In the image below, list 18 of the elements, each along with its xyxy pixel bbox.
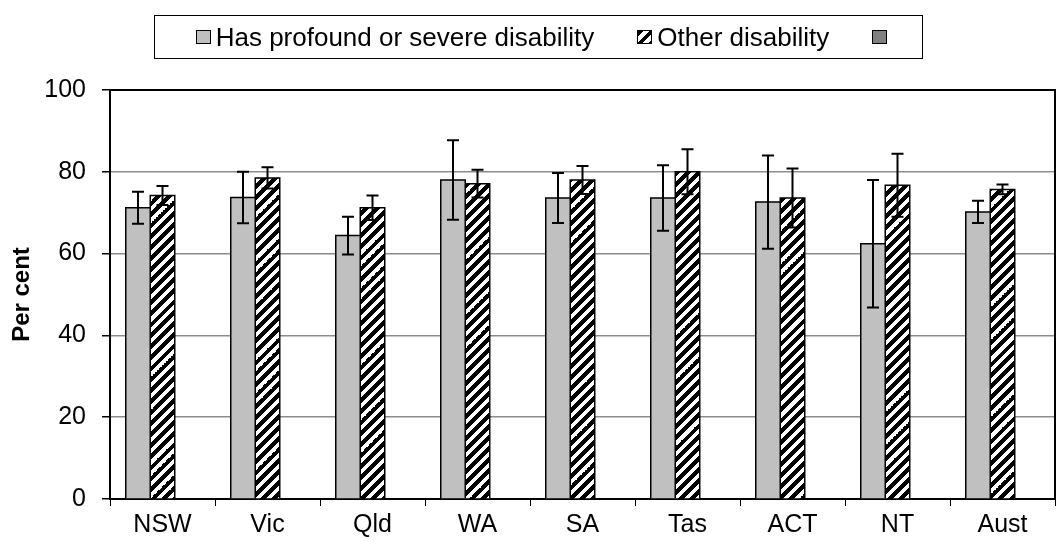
x-tick-label: ACT (767, 508, 818, 537)
y-tick-label: 0 (72, 482, 86, 511)
y-tick-label: 60 (58, 237, 86, 266)
x-tick-label: Vic (250, 508, 285, 537)
x-tick-label: SA (565, 508, 600, 537)
x-tick-label: Qld (353, 508, 392, 537)
y-tick-label: 80 (58, 155, 86, 184)
y-tick-label: 20 (58, 401, 86, 430)
legend-label: Has profound or severe disability (215, 22, 595, 52)
y-tick-label: 40 (58, 319, 86, 348)
legend-label: Other disability (657, 22, 830, 52)
y-tick-label: 100 (44, 73, 86, 102)
y-axis-title: Per cent (7, 247, 35, 342)
x-tick-label: WA (457, 508, 498, 537)
x-tick-label: NT (880, 508, 915, 537)
x-tick-label: Aust (977, 508, 1028, 537)
x-tick-label: NSW (133, 508, 193, 537)
x-tick-label: Tas (668, 508, 707, 537)
